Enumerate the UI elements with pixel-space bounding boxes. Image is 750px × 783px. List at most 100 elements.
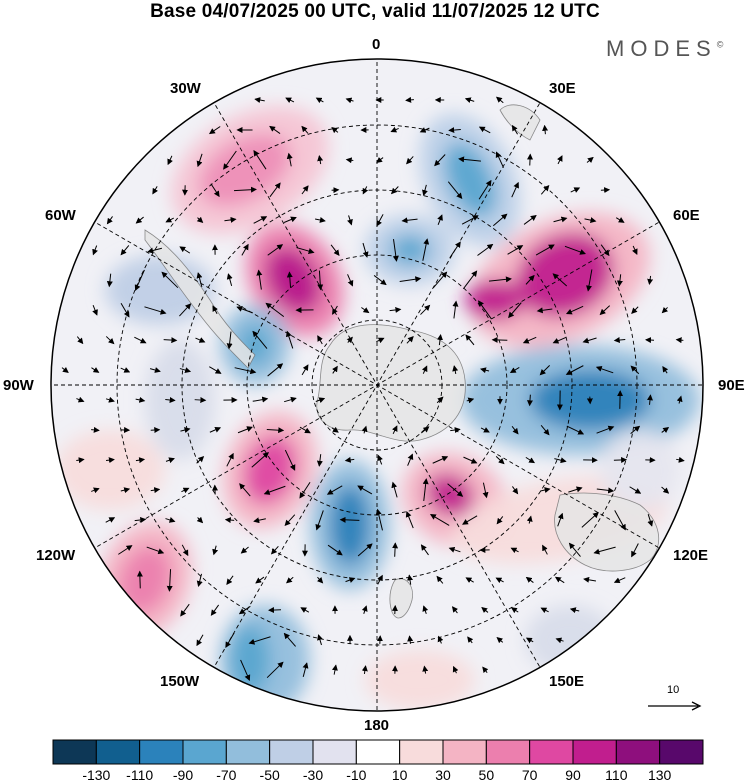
wind-arrow: [390, 126, 399, 133]
wind-arrow: [345, 157, 354, 164]
wind-arrow: [283, 632, 296, 647]
wind-arrow: [407, 635, 414, 644]
colorbar-tick-label: -110: [126, 767, 154, 783]
wind-arrow: [452, 665, 459, 674]
colorbar-swatch: [529, 739, 574, 765]
wind-arrow: [76, 457, 85, 464]
wind-arrow: [76, 336, 84, 345]
colorbar-tick-label: 110: [605, 767, 628, 783]
wind-arrow: [630, 365, 640, 375]
wind-arrow: [391, 425, 398, 435]
wind-arrow: [238, 605, 251, 615]
wind-arrow: [120, 303, 130, 318]
wind-arrow: [452, 365, 459, 375]
wind-arrow: [540, 425, 550, 436]
colorbar-tick-label: -50: [259, 767, 280, 783]
wind-arrow: [105, 336, 115, 345]
wind-arrow: [316, 576, 324, 584]
label-150w: 150W: [160, 673, 200, 690]
wind-arrow: [316, 454, 323, 467]
wind-arrow: [135, 216, 144, 224]
anomaly-blob: [516, 233, 614, 317]
wind-arrow: [92, 245, 98, 256]
wind-arrow: [134, 336, 147, 344]
wind-arrow: [535, 244, 555, 256]
wind-arrow: [584, 217, 597, 224]
colorbar-tick-label: -10: [346, 767, 367, 783]
wind-arrow: [240, 659, 251, 681]
wind-arrow: [196, 216, 204, 224]
anomaly-blob: [600, 430, 680, 510]
wind-arrow: [106, 457, 115, 464]
anomaly-blob: [145, 340, 215, 460]
map-border: [50, 58, 704, 712]
wind-arrow: [165, 517, 176, 523]
wind-arrow: [209, 366, 222, 374]
wind-arrow: [420, 544, 429, 556]
wind-arrow: [331, 426, 339, 433]
wind-arrow: [347, 274, 354, 287]
wind-arrow: [254, 97, 265, 103]
colorbar-tick-label: -30: [302, 767, 324, 783]
wind-arrow: [540, 184, 550, 195]
wind-arrow: [196, 272, 203, 288]
wind-arrow: [332, 305, 338, 315]
wind-arrow: [91, 367, 100, 373]
wind-arrow: [167, 155, 173, 166]
wind-arrow: [496, 637, 504, 644]
wind-arrow: [432, 456, 449, 464]
wind-arrow: [478, 179, 492, 200]
wind-arrow: [676, 456, 685, 463]
colorbar-tick-label: 130: [647, 767, 672, 783]
wind-arrow: [285, 97, 295, 103]
colorbar-swatch: [442, 739, 487, 765]
wind-arrow: [478, 126, 491, 134]
wind-arrow: [586, 269, 593, 292]
wind-arrow: [196, 153, 203, 168]
wind-arrow: [345, 577, 356, 583]
wind-arrow: [331, 664, 338, 675]
wind-arrow: [120, 487, 131, 494]
wind-arrow: [196, 573, 203, 588]
wind-arrow: [296, 247, 315, 254]
label-60w: 60W: [45, 207, 76, 224]
wind-arrow: [661, 306, 669, 314]
wind-arrow: [661, 486, 670, 494]
wind-arrow: [582, 337, 597, 344]
wind-arrow: [422, 605, 429, 614]
wind-arrow: [507, 245, 524, 255]
land-mass: [316, 324, 466, 442]
wind-arrow: [299, 426, 311, 434]
wind-arrow: [482, 482, 489, 499]
wind-arrow: [165, 457, 175, 464]
wind-arrow: [570, 187, 581, 193]
wind-arrow: [263, 485, 286, 495]
wind-arrow: [676, 395, 683, 404]
wind-arrow: [465, 334, 475, 346]
wind-arrow: [376, 214, 384, 227]
colorbar-tick-label: 90: [565, 767, 581, 783]
wind-arrow: [511, 181, 519, 198]
wind-arrow: [267, 244, 284, 256]
wind-arrow: [436, 396, 444, 404]
wind-arrow: [179, 246, 191, 254]
wind-arrow: [421, 426, 430, 434]
wind-arrow: [596, 487, 615, 494]
wind-arrow: [239, 483, 251, 497]
wind-arrow: [255, 576, 265, 584]
wind-arrow: [464, 97, 475, 104]
wind-arrow: [437, 333, 443, 346]
colorbar-swatch: [95, 739, 141, 765]
wind-arrow: [165, 396, 176, 403]
wind-arrow: [253, 517, 266, 524]
wind-arrow: [226, 331, 233, 350]
wind-arrow: [615, 217, 625, 223]
wind-arrow: [302, 662, 309, 677]
wind-arrow: [539, 364, 551, 376]
wind-arrow: [136, 570, 143, 589]
wind-arrow: [331, 127, 339, 134]
colorbar-swatch: [399, 739, 444, 765]
wind-arrow: [233, 186, 257, 193]
wind-arrow: [253, 216, 268, 224]
wind-arrow: [317, 154, 324, 165]
